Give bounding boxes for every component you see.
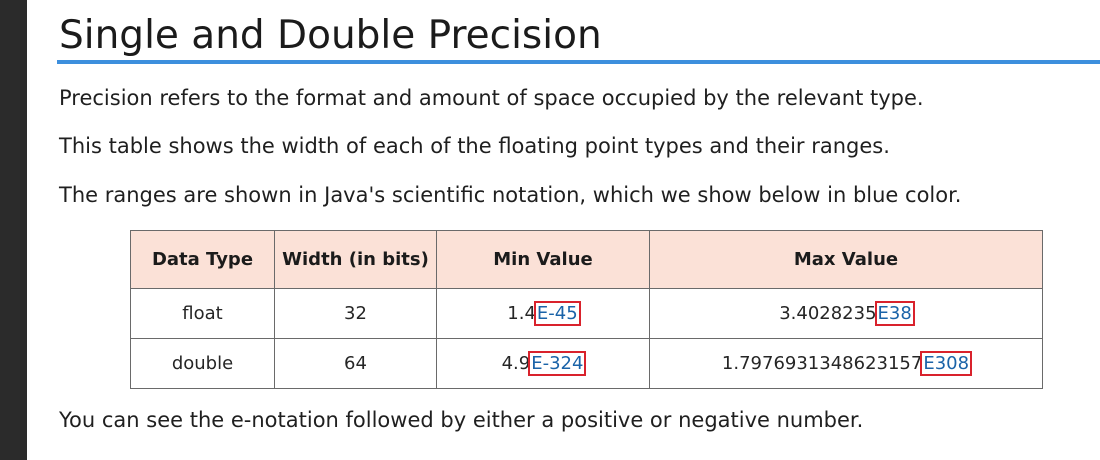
min-exponent-highlight: E-324 bbox=[528, 351, 587, 376]
max-mantissa: 1.7976931348623157 bbox=[721, 353, 923, 374]
max-exponent-highlight: E38 bbox=[874, 301, 915, 326]
intro-paragraph-3: The ranges are shown in Java's scientifi… bbox=[59, 183, 962, 207]
cell-width: 32 bbox=[274, 288, 437, 339]
max-mantissa: 3.4028235 bbox=[779, 303, 877, 324]
cell-data-type: float bbox=[130, 288, 275, 339]
header-width: Width (in bits) bbox=[274, 230, 437, 289]
page-title: Single and Double Precision bbox=[59, 13, 602, 58]
table-row: double 64 4.9E-324 1.7976931348623157E30… bbox=[130, 338, 1043, 389]
max-exponent-highlight: E308 bbox=[920, 351, 973, 376]
header-min-value: Min Value bbox=[436, 230, 650, 289]
left-sidebar-strip bbox=[0, 0, 27, 460]
cell-max-value: 1.7976931348623157E308 bbox=[649, 338, 1043, 389]
min-mantissa: 1.4 bbox=[507, 303, 536, 324]
intro-paragraph-2: This table shows the width of each of th… bbox=[59, 134, 890, 158]
table-header-row: Data Type Width (in bits) Min Value Max … bbox=[130, 230, 1043, 289]
cell-min-value: 4.9E-324 bbox=[436, 338, 650, 389]
cell-max-value: 3.4028235E38 bbox=[649, 288, 1043, 339]
min-mantissa: 4.9 bbox=[501, 353, 531, 374]
header-max-value: Max Value bbox=[649, 230, 1043, 289]
footer-paragraph: You can see the e-notation followed by e… bbox=[59, 408, 864, 432]
cell-data-type: double bbox=[130, 338, 275, 389]
intro-paragraph-1: Precision refers to the format and amoun… bbox=[59, 86, 924, 110]
table-row: float 32 1.4E-45 3.4028235E38 bbox=[130, 288, 1043, 339]
header-data-type: Data Type bbox=[130, 230, 275, 289]
cell-width: 64 bbox=[274, 338, 437, 389]
cell-min-value: 1.4E-45 bbox=[436, 288, 650, 339]
title-underline bbox=[57, 60, 1100, 64]
precision-table: Data Type Width (in bits) Min Value Max … bbox=[130, 230, 1043, 389]
min-exponent-highlight: E-45 bbox=[533, 301, 581, 326]
